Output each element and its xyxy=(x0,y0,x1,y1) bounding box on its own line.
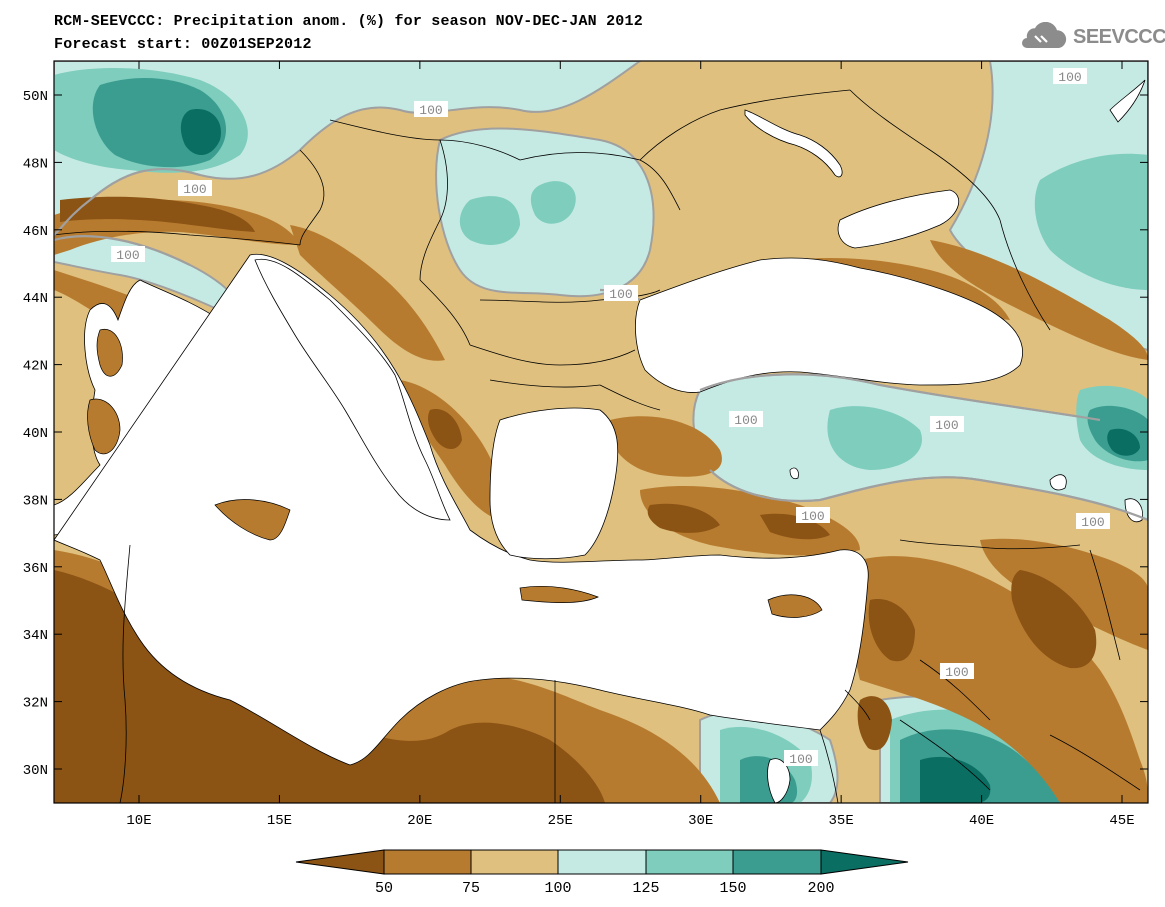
colorbar-label: 100 xyxy=(544,880,571,897)
lon-tick-label: 35E xyxy=(829,813,854,829)
contour-labels: 100 100 100 100 100 100 100 100 100 100 … xyxy=(111,68,1110,767)
lon-tick-label: 45E xyxy=(1109,813,1134,829)
colorbar-segment-6 xyxy=(820,849,909,875)
svg-text:100: 100 xyxy=(1081,515,1104,530)
colorbar-label: 75 xyxy=(462,880,480,897)
lat-tick-label: 46N xyxy=(23,224,48,240)
lat-tick-label: 32N xyxy=(23,696,48,712)
lon-tick-label: 10E xyxy=(126,813,151,829)
lat-tick-label: 30N xyxy=(23,763,48,779)
colorbar-segment-1 xyxy=(383,849,472,875)
svg-text:100: 100 xyxy=(1058,70,1081,85)
lon-tick-label: 30E xyxy=(688,813,713,829)
svg-text:100: 100 xyxy=(801,509,824,524)
colorbar-label: 50 xyxy=(375,880,393,897)
svg-text:100: 100 xyxy=(935,418,958,433)
svg-text:100: 100 xyxy=(945,665,968,680)
lat-tick-label: 34N xyxy=(23,628,48,644)
lat-tick-label: 42N xyxy=(23,359,48,375)
colorbar-segment-2 xyxy=(470,849,559,875)
cloud-icon xyxy=(1022,22,1067,48)
svg-text:100: 100 xyxy=(419,103,442,118)
logo-text: SEEVCCC xyxy=(1073,25,1165,48)
colorbar-label: 150 xyxy=(719,880,746,897)
colorbar-segment-5 xyxy=(732,849,822,875)
colorbar-label: 200 xyxy=(807,880,834,897)
lat-tick-label: 48N xyxy=(23,156,48,172)
colorbar-segment-3 xyxy=(557,849,647,875)
chart-title: RCM-SEEVCCC: Precipitation anom. (%) for… xyxy=(54,13,643,30)
lon-tick-label: 20E xyxy=(407,813,432,829)
lat-tick-label: 40N xyxy=(23,426,48,442)
lat-tick-label: 36N xyxy=(23,561,48,577)
anomaly-field xyxy=(54,61,1148,803)
svg-text:100: 100 xyxy=(116,248,139,263)
lon-tick-label: 15E xyxy=(267,813,292,829)
lon-tick-label: 25E xyxy=(548,813,573,829)
lat-tick-label: 44N xyxy=(23,291,48,307)
colorbar-segment-4 xyxy=(645,849,734,875)
lat-tick-label: 50N xyxy=(23,89,48,105)
colorbar: 50 75 100 125 150 200 xyxy=(295,849,909,897)
lon-tick-label: 40E xyxy=(969,813,994,829)
axis-ticks: 10E 15E 20E 25E 30E 35E 40E 45E 50N 48N 46N 44N 42N 4… xyxy=(23,61,1148,829)
lat-tick-label: 38N xyxy=(23,493,48,509)
svg-text:100: 100 xyxy=(183,182,206,197)
svg-text:100: 100 xyxy=(609,287,632,302)
seevccc-logo: SEEVCCC xyxy=(1017,22,1165,52)
svg-text:100: 100 xyxy=(789,752,812,767)
colorbar-label: 125 xyxy=(632,880,659,897)
svg-text:100: 100 xyxy=(734,413,757,428)
colorbar-segment-0 xyxy=(295,849,385,875)
chart-subtitle: Forecast start: 00Z01SEP2012 xyxy=(54,36,312,53)
